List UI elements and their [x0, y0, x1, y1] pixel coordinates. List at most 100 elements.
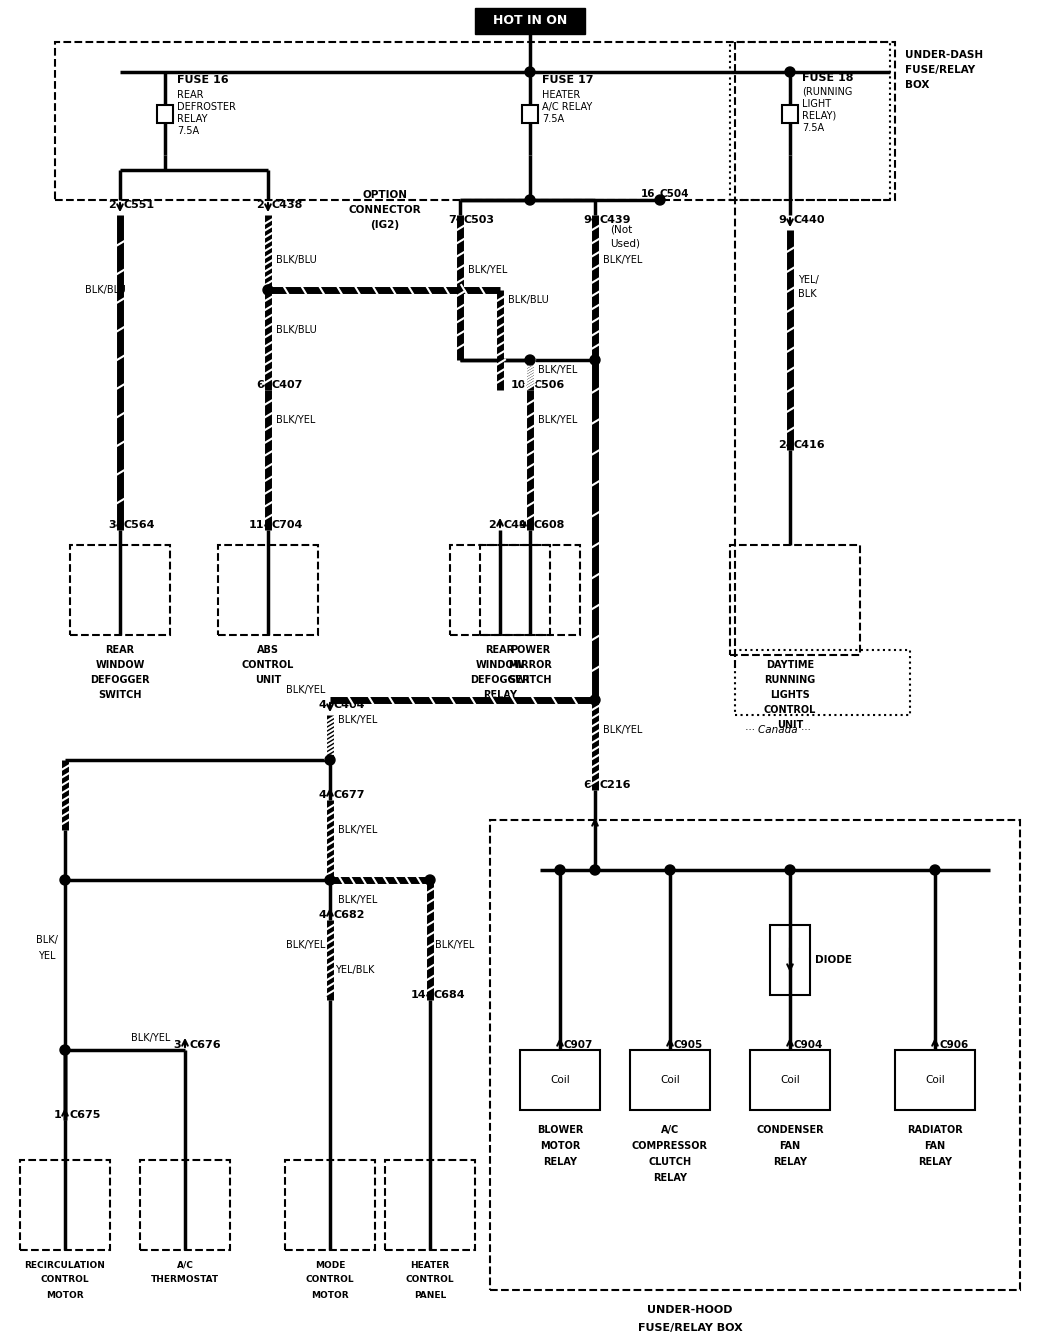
Text: CONTROL: CONTROL [306, 1276, 354, 1284]
Text: HEATER: HEATER [542, 90, 580, 99]
Text: 10: 10 [510, 380, 526, 389]
Bar [770, 925, 810, 995]
Text: BLK/YEL: BLK/YEL [603, 725, 642, 735]
Circle shape [325, 876, 335, 885]
Text: COMPRESSOR: COMPRESSOR [632, 1142, 708, 1151]
Circle shape [665, 865, 675, 876]
Text: FAN: FAN [779, 1142, 800, 1151]
Text: DEFOGGER: DEFOGGER [90, 676, 150, 685]
Circle shape [525, 195, 535, 205]
Bar [475, 8, 585, 34]
Text: Coil: Coil [780, 1074, 799, 1085]
Text: 4: 4 [318, 911, 326, 920]
Circle shape [784, 67, 795, 77]
Text: (IG2): (IG2) [370, 220, 400, 230]
Text: MIRROR: MIRROR [508, 659, 552, 670]
Text: C682: C682 [334, 911, 366, 920]
Text: A/C: A/C [176, 1261, 193, 1269]
Text: DEFROSTER: DEFROSTER [178, 102, 236, 111]
Text: C439: C439 [598, 215, 630, 226]
Bar [20, 1160, 109, 1250]
Text: RELAY): RELAY) [802, 111, 837, 121]
Text: C677: C677 [334, 790, 366, 800]
Text: C216: C216 [598, 780, 630, 790]
Text: 14: 14 [410, 990, 426, 1001]
Circle shape [525, 67, 535, 77]
Text: BLK/BLU: BLK/BLU [508, 295, 549, 305]
Text: DEFOGGER: DEFOGGER [470, 676, 529, 685]
Text: REAR: REAR [105, 645, 135, 655]
Text: BLK/YEL: BLK/YEL [131, 1033, 170, 1044]
Circle shape [590, 694, 600, 705]
Text: C906: C906 [939, 1039, 968, 1050]
Text: Coil: Coil [551, 1074, 570, 1085]
Text: A/C RELAY: A/C RELAY [542, 102, 592, 111]
Text: SWITCH: SWITCH [98, 690, 141, 700]
Text: LIGHTS: LIGHTS [770, 690, 810, 700]
Text: BLK/BLU: BLK/BLU [85, 285, 125, 295]
Text: BLK: BLK [798, 289, 816, 299]
Text: C684: C684 [434, 990, 466, 1001]
Text: 7: 7 [449, 215, 456, 226]
Text: (RUNNING: (RUNNING [802, 87, 853, 97]
Bar [218, 545, 318, 635]
Text: RELAY: RELAY [178, 114, 207, 124]
Bar [750, 1050, 830, 1111]
Text: RELAY: RELAY [483, 690, 517, 700]
Text: BLOWER: BLOWER [537, 1125, 584, 1135]
Text: BLK/: BLK/ [36, 935, 58, 945]
Text: 7.5A: 7.5A [802, 124, 824, 133]
Text: C675: C675 [69, 1111, 100, 1120]
Text: C438: C438 [272, 200, 303, 210]
Text: C704: C704 [272, 520, 303, 530]
Circle shape [263, 285, 273, 295]
Text: THERMOSTAT: THERMOSTAT [151, 1276, 219, 1284]
Bar [140, 1160, 230, 1250]
Bar [385, 1160, 475, 1250]
Circle shape [60, 1045, 70, 1056]
Text: LIGHT: LIGHT [802, 99, 831, 109]
Text: 4: 4 [318, 700, 326, 710]
Text: ABS: ABS [257, 645, 279, 655]
Text: Used): Used) [610, 239, 640, 248]
Text: BLK/YEL: BLK/YEL [338, 714, 377, 725]
Text: C551: C551 [124, 200, 155, 210]
Circle shape [590, 355, 600, 365]
Bar [730, 42, 890, 200]
Text: FUSE 17: FUSE 17 [542, 75, 593, 85]
Text: SWITCH: SWITCH [508, 676, 552, 685]
Text: 6: 6 [584, 780, 591, 790]
Text: (Not: (Not [610, 226, 632, 235]
Circle shape [325, 755, 335, 766]
Text: 2: 2 [256, 200, 264, 210]
Text: Coil: Coil [660, 1074, 680, 1085]
Text: C404: C404 [334, 700, 366, 710]
Text: 1: 1 [53, 1111, 61, 1120]
Text: BOX: BOX [905, 81, 929, 90]
Text: RECIRCULATION: RECIRCULATION [24, 1261, 105, 1269]
Text: C907: C907 [564, 1039, 593, 1050]
Text: OPTION: OPTION [362, 189, 407, 200]
Text: WINDOW: WINDOW [475, 659, 525, 670]
Text: 3: 3 [173, 1039, 181, 1050]
Text: UNIT: UNIT [777, 720, 804, 731]
Text: BLK/YEL: BLK/YEL [538, 415, 577, 424]
Text: YEL/BLK: YEL/BLK [335, 966, 374, 975]
Text: FUSE 18: FUSE 18 [802, 73, 854, 83]
Text: 7.5A: 7.5A [178, 126, 199, 136]
Circle shape [784, 865, 795, 876]
Text: 9: 9 [518, 520, 526, 530]
Bar [55, 42, 895, 200]
Text: 2: 2 [108, 200, 116, 210]
Bar [730, 545, 860, 655]
Text: FUSE/RELAY BOX: FUSE/RELAY BOX [638, 1323, 742, 1334]
Bar [782, 105, 798, 122]
Text: RELAY: RELAY [543, 1158, 577, 1167]
Text: C506: C506 [534, 380, 566, 389]
Text: A/C: A/C [661, 1125, 679, 1135]
Bar [520, 1050, 600, 1111]
Text: 2: 2 [778, 441, 786, 450]
Text: CONTROL: CONTROL [764, 705, 816, 714]
Text: 11: 11 [249, 520, 264, 530]
Text: CONTROL: CONTROL [406, 1276, 454, 1284]
